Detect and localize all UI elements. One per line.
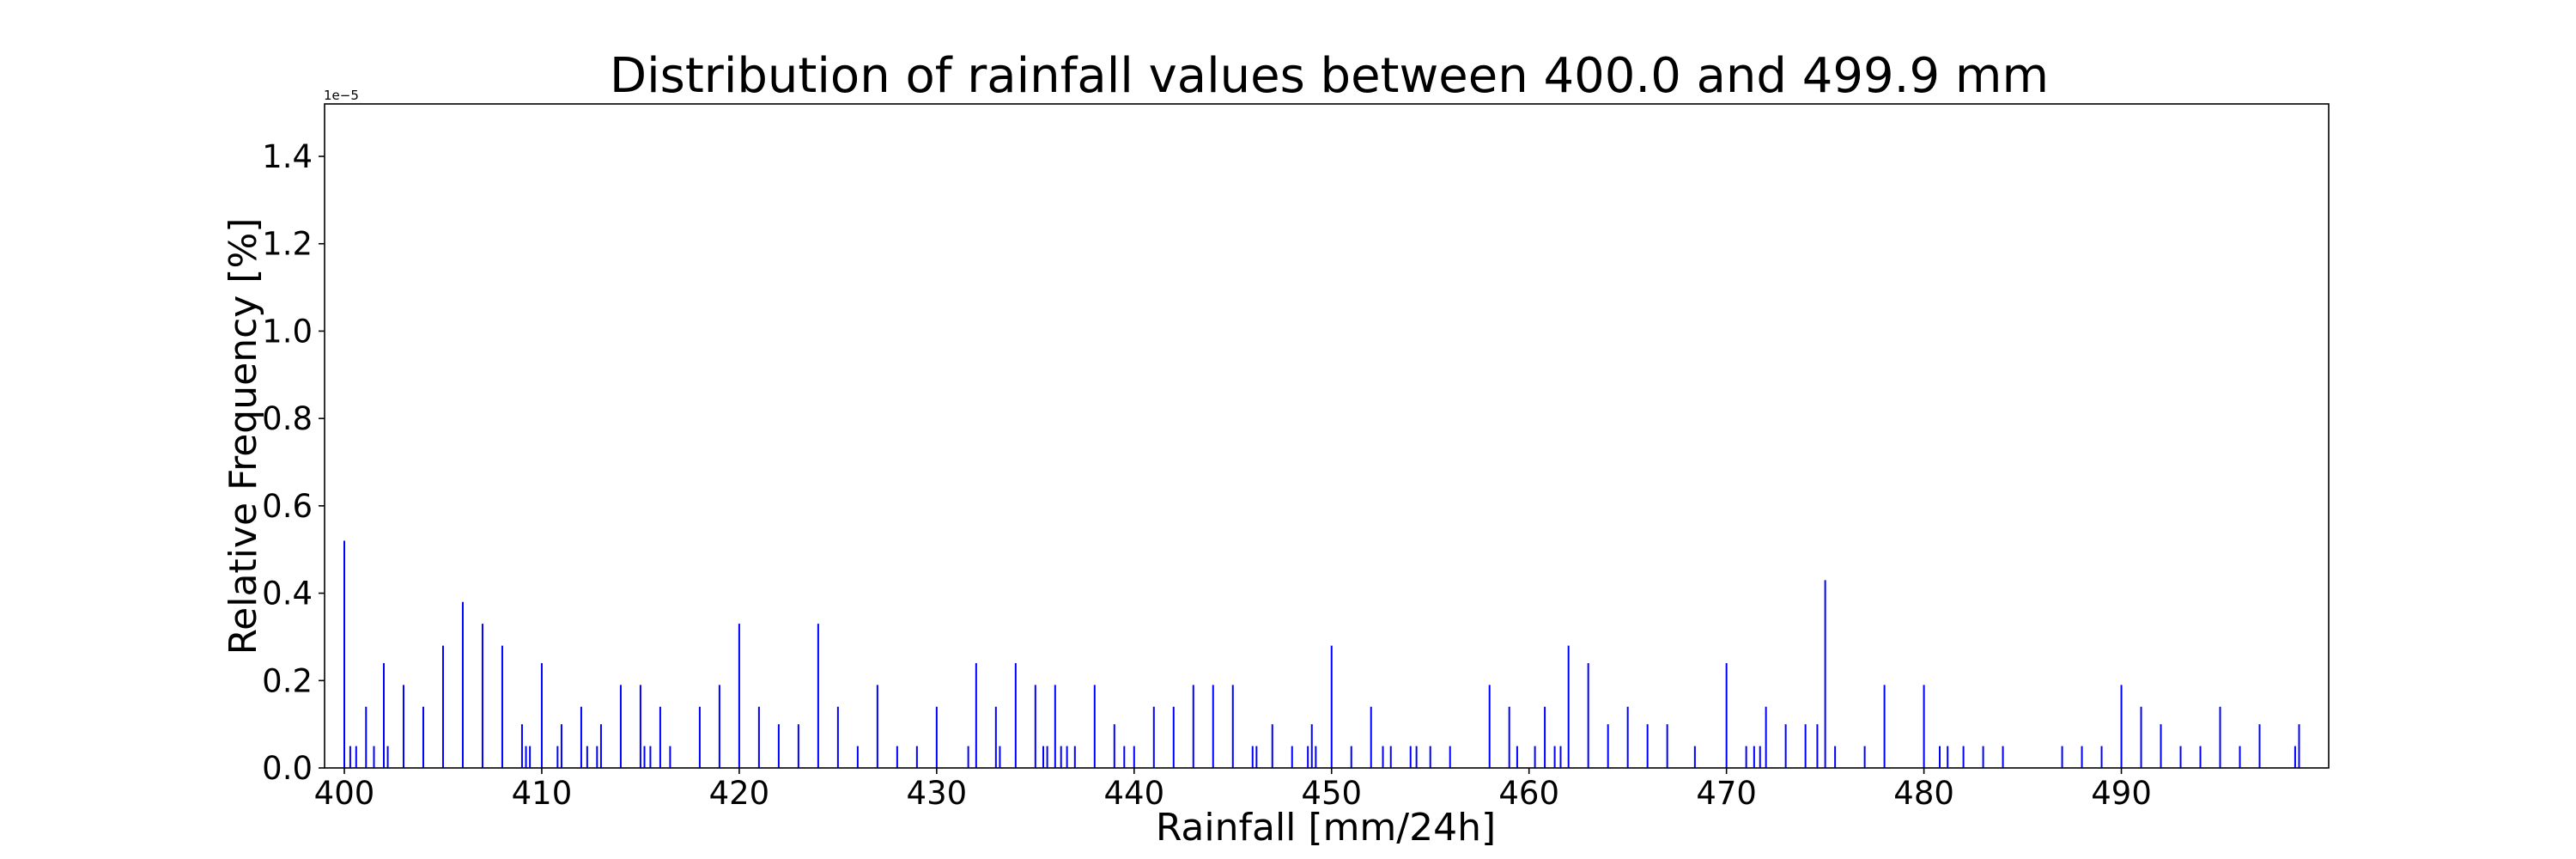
x-axis-label: Rainfall [mm/24h]	[1156, 806, 1496, 850]
x-tick-label: 490	[2091, 775, 2152, 812]
x-tick-label: 410	[512, 775, 573, 812]
x-tick-label: 460	[1498, 775, 1559, 812]
y-axis-ticks: 0.0 0.2 0.4 0.6 0.8 1.0 1.2 1.4	[262, 138, 325, 787]
y-tick-label: 0.0	[262, 750, 313, 787]
bars-group	[343, 540, 2300, 768]
y-tick-label: 0.2	[262, 662, 313, 699]
y-tick-label: 0.6	[262, 488, 313, 525]
x-tick-label: 430	[907, 775, 968, 812]
x-tick-label: 400	[314, 775, 375, 812]
y-tick-label: 1.2	[262, 226, 313, 263]
x-tick-label: 450	[1301, 775, 1362, 812]
plot-area-frame	[324, 103, 2330, 769]
x-tick-label: 480	[1893, 775, 1954, 812]
y-tick-label: 1.4	[262, 138, 313, 175]
x-axis-ticks: 400 410 420 430 440 450 460 470 480 490	[314, 768, 2152, 812]
x-tick-label: 470	[1696, 775, 1757, 812]
chart-title: Distribution of rainfall values between …	[610, 48, 2049, 104]
y-tick-label: 1.0	[262, 313, 313, 350]
x-tick-label: 420	[709, 775, 770, 812]
y-tick-label: 0.4	[262, 576, 313, 612]
y-axis-offset-label: 1e−5	[324, 88, 359, 103]
y-tick-label: 0.8	[262, 400, 313, 437]
y-axis-label: Relative Frequency [%]	[222, 218, 265, 655]
x-tick-label: 440	[1103, 775, 1164, 812]
